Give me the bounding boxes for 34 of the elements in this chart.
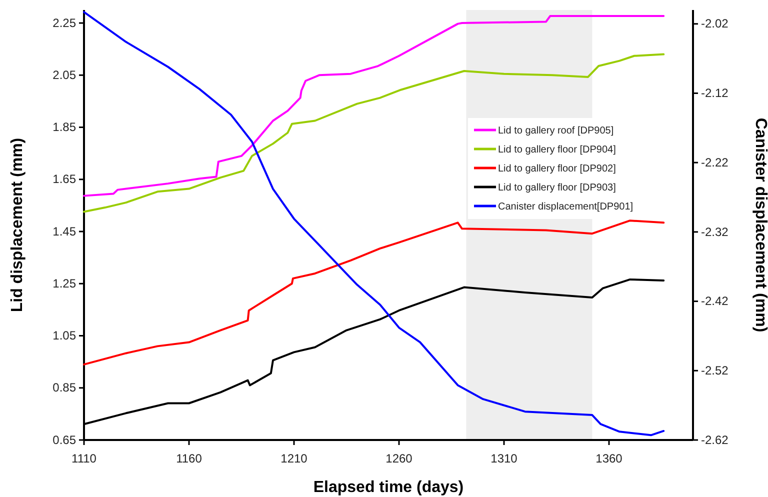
y-tick-label: 2.25 (52, 16, 76, 30)
legend-label: Lid to gallery floor [DP904] (498, 144, 616, 156)
y2-tick-label: -2.42 (701, 294, 729, 308)
y-tick-label: 0.85 (52, 380, 76, 395)
y2-tick-label: -2.52 (701, 363, 729, 378)
line-series (83, 11, 665, 436)
x-tick-label: 1260 (386, 451, 413, 466)
legend-label: Lid to gallery roof [DP905] (498, 126, 614, 136)
y2-axis-title: Canister displacement (mm) (752, 118, 768, 332)
x-tick-label: 1310 (490, 451, 518, 466)
y-tick-label: 2.05 (52, 68, 76, 82)
y2-tick-label: -2.12 (701, 86, 729, 100)
legend-label: Lid to gallery floor [DP902] (498, 164, 616, 174)
x-tick-label: 1110 (72, 451, 97, 466)
y2-tick-label: -2.62 (701, 432, 729, 447)
legend-label: Canister displacement[DP901] (498, 202, 634, 212)
y2-tick-label: -2.32 (701, 224, 729, 239)
y-tick-label: 1.25 (52, 276, 76, 290)
y-tick-label: 1.85 (52, 120, 76, 134)
y-axis-title: Lid displacement (mm) (9, 138, 26, 312)
line-series (83, 53, 665, 213)
legend-label: Lid to gallery floor [DP903] (498, 182, 616, 194)
y-tick-label: 1.45 (52, 224, 76, 238)
x-tick-label: 1160 (176, 451, 202, 466)
x-tick-label: 1210 (280, 451, 308, 466)
x-tick-label: 1360 (596, 451, 623, 466)
y-tick-label: 1.65 (52, 172, 76, 186)
y-tick-label: 0.65 (52, 432, 76, 447)
y2-tick-label: -2.02 (701, 16, 729, 31)
y2-tick-label: -2.22 (701, 155, 729, 170)
line-series (83, 220, 665, 366)
y-tick-label: 1.05 (52, 328, 76, 343)
line-series (83, 14, 665, 197)
x-axis-title: Elapsed time (days) (313, 479, 464, 496)
